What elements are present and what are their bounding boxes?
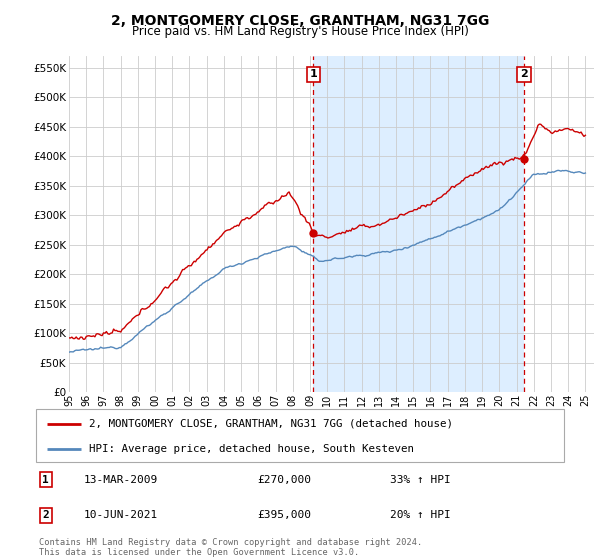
Text: 2: 2 bbox=[520, 69, 528, 80]
Text: Price paid vs. HM Land Registry's House Price Index (HPI): Price paid vs. HM Land Registry's House … bbox=[131, 25, 469, 38]
Bar bbox=[313, 56, 524, 392]
Text: £395,000: £395,000 bbox=[258, 510, 312, 520]
Text: 20% ↑ HPI: 20% ↑ HPI bbox=[390, 510, 451, 520]
Text: £270,000: £270,000 bbox=[258, 474, 312, 484]
Text: 10-JUN-2021: 10-JUN-2021 bbox=[83, 510, 158, 520]
Text: 13-MAR-2009: 13-MAR-2009 bbox=[83, 474, 158, 484]
Text: 2, MONTGOMERY CLOSE, GRANTHAM, NG31 7GG: 2, MONTGOMERY CLOSE, GRANTHAM, NG31 7GG bbox=[111, 14, 489, 28]
Text: Contains HM Land Registry data © Crown copyright and database right 2024.
This d: Contains HM Land Registry data © Crown c… bbox=[39, 538, 422, 557]
Text: 2, MONTGOMERY CLOSE, GRANTHAM, NG31 7GG (detached house): 2, MONTGOMERY CLOSE, GRANTHAM, NG31 7GG … bbox=[89, 419, 453, 429]
Text: 1: 1 bbox=[310, 69, 317, 80]
Text: 2: 2 bbox=[43, 510, 49, 520]
Text: HPI: Average price, detached house, South Kesteven: HPI: Average price, detached house, Sout… bbox=[89, 444, 414, 454]
Text: 1: 1 bbox=[43, 474, 49, 484]
Text: 33% ↑ HPI: 33% ↑ HPI bbox=[390, 474, 451, 484]
